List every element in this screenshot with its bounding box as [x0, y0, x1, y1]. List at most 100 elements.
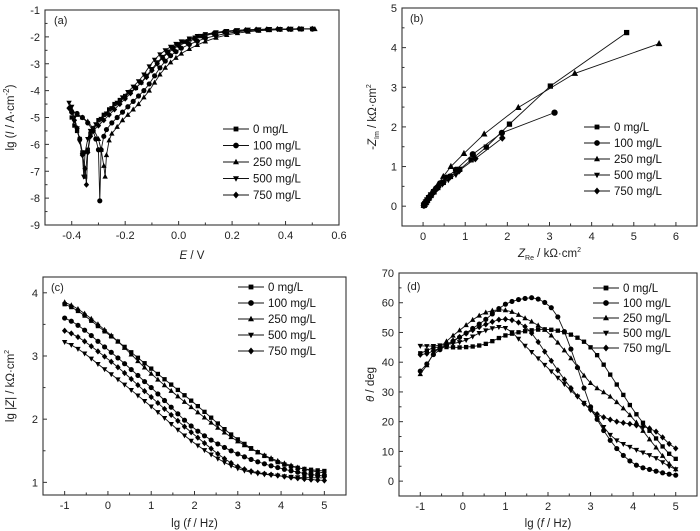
legend: 0 mg/L 100 mg/L 250 mg/L 500 mg/L 750 mg/L	[584, 122, 663, 198]
panel-label: (b)	[410, 13, 423, 25]
data-point-marker	[175, 427, 181, 433]
data-point-marker	[281, 466, 287, 472]
data-point-marker	[653, 436, 659, 441]
data-point-marker	[142, 361, 147, 366]
data-point-marker	[197, 33, 203, 39]
data-point-marker	[117, 100, 123, 108]
legend-marker	[594, 124, 600, 130]
data-point-marker	[480, 130, 488, 137]
data-point-marker	[430, 343, 437, 349]
data-point-marker	[620, 419, 627, 426]
legend-marker	[594, 172, 600, 179]
data-point-marker	[535, 338, 541, 346]
legend-entry: 0 mg/L	[584, 122, 650, 134]
series-750-mg-l	[61, 327, 328, 484]
data-point-marker	[108, 358, 114, 365]
data-point-marker	[600, 389, 607, 395]
series-line	[64, 330, 325, 481]
data-point-marker	[235, 451, 241, 457]
legend-entry: 100 mg/L	[238, 298, 317, 310]
data-point-marker	[215, 450, 221, 457]
data-point-marker	[506, 121, 513, 127]
data-point-marker	[502, 315, 509, 323]
legend-entry: 750 mg/L	[238, 346, 317, 358]
legend-label: 750 mg/L	[614, 186, 663, 198]
data-point-marker	[155, 410, 161, 416]
y-tick-label: -1	[30, 5, 40, 17]
data-point-marker	[268, 455, 274, 461]
data-point-marker	[135, 101, 142, 107]
data-point-marker	[141, 399, 148, 405]
data-point-marker	[646, 466, 653, 473]
y-tick-label: -8	[30, 193, 40, 205]
data-point-marker	[155, 399, 161, 407]
data-point-marker	[103, 127, 110, 133]
data-point-marker	[450, 341, 456, 347]
data-point-marker	[128, 366, 134, 373]
data-point-marker	[469, 151, 476, 158]
data-point-marker	[417, 371, 423, 377]
data-point-marker	[224, 32, 230, 38]
data-point-marker	[106, 111, 112, 118]
data-point-marker	[450, 337, 456, 344]
data-point-marker	[568, 384, 574, 392]
series-750-mg-l	[420, 134, 506, 210]
data-point-marker	[195, 434, 201, 441]
legend-label: 500 mg/L	[623, 328, 672, 340]
data-point-marker	[295, 469, 301, 475]
data-point-marker	[162, 64, 168, 70]
data-point-marker	[149, 67, 155, 74]
data-point-marker	[241, 466, 248, 473]
data-point-marker	[61, 299, 68, 305]
data-point-marker	[235, 438, 241, 444]
legend-marker	[233, 158, 239, 165]
data-point-marker	[121, 344, 128, 350]
data-point-marker	[98, 146, 104, 152]
data-point-marker	[88, 333, 94, 339]
legend: 0 mg/L 100 mg/L 250 mg/L 500 mg/L 750 mg/L	[238, 282, 317, 358]
series-250-mg-l	[69, 26, 318, 179]
data-point-marker	[235, 463, 241, 470]
data-point-marker	[614, 446, 620, 452]
y-tick-label: 10	[382, 446, 394, 458]
data-point-marker	[141, 72, 147, 78]
data-point-marker	[87, 133, 94, 140]
data-point-marker	[633, 422, 640, 429]
data-point-marker	[309, 25, 315, 32]
data-point-marker	[101, 133, 107, 139]
data-point-marker	[666, 471, 672, 477]
data-point-marker	[208, 437, 214, 443]
series-750-mg-l	[66, 25, 315, 188]
data-point-marker	[102, 173, 108, 179]
data-point-marker	[614, 382, 619, 387]
data-point-marker	[509, 330, 515, 336]
data-point-marker	[659, 452, 666, 458]
data-point-marker	[574, 363, 581, 369]
data-point-marker	[614, 399, 620, 405]
data-point-marker	[463, 338, 469, 344]
legend-marker	[248, 300, 254, 306]
data-point-marker	[146, 81, 152, 87]
y-tick-label: -7	[30, 166, 40, 178]
legend-marker	[603, 344, 609, 352]
data-point-marker	[119, 117, 126, 123]
data-point-marker	[69, 109, 75, 116]
series-0-mg-l	[418, 327, 678, 461]
legend-label: 500 mg/L	[268, 330, 317, 342]
data-point-marker	[496, 306, 502, 312]
data-point-marker	[601, 362, 606, 367]
data-point-marker	[627, 420, 633, 428]
data-point-marker	[90, 127, 96, 135]
legend-marker	[233, 126, 239, 132]
legend-label: 500 mg/L	[614, 170, 663, 182]
data-point-marker	[594, 416, 600, 422]
data-point-marker	[122, 361, 128, 367]
data-point-marker	[157, 71, 163, 77]
data-point-marker	[165, 49, 171, 57]
data-point-marker	[75, 346, 81, 352]
data-point-marker	[581, 400, 587, 407]
data-point-marker	[633, 447, 640, 453]
data-point-marker	[95, 136, 102, 142]
data-point-marker	[502, 325, 509, 331]
data-point-marker	[443, 341, 450, 348]
